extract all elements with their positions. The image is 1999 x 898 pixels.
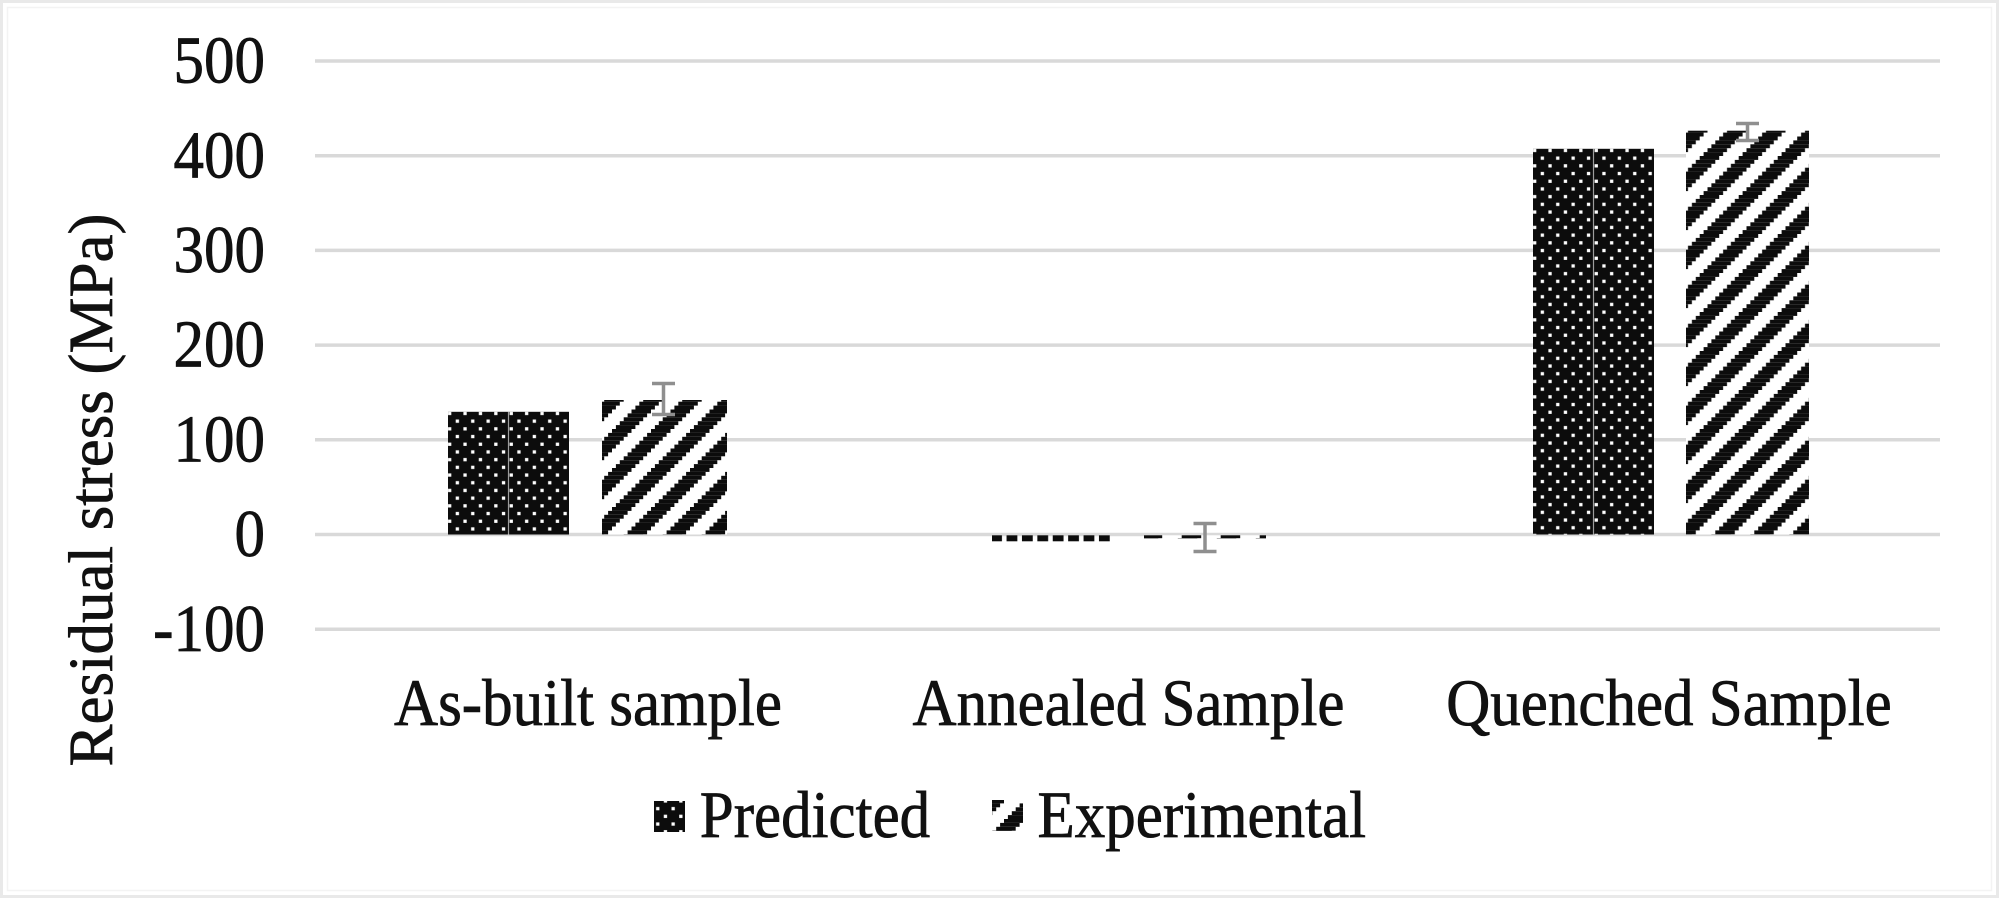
svg-text:200: 200: [174, 308, 266, 382]
svg-text:400: 400: [174, 119, 266, 193]
svg-text:Residual stress (MPa): Residual stress (MPa): [56, 214, 126, 767]
svg-text:Annealed Sample: Annealed Sample: [913, 667, 1345, 740]
svg-text:Experimental: Experimental: [1038, 779, 1367, 852]
svg-text:300: 300: [174, 214, 266, 288]
svg-text:Predicted: Predicted: [700, 779, 930, 852]
svg-text:100: 100: [174, 403, 266, 477]
svg-text:-100: -100: [153, 593, 265, 667]
svg-text:As-built sample: As-built sample: [394, 667, 782, 740]
svg-text:Quenched Sample: Quenched Sample: [1446, 667, 1892, 740]
svg-text:0: 0: [235, 498, 266, 572]
svg-text:500: 500: [174, 24, 266, 98]
